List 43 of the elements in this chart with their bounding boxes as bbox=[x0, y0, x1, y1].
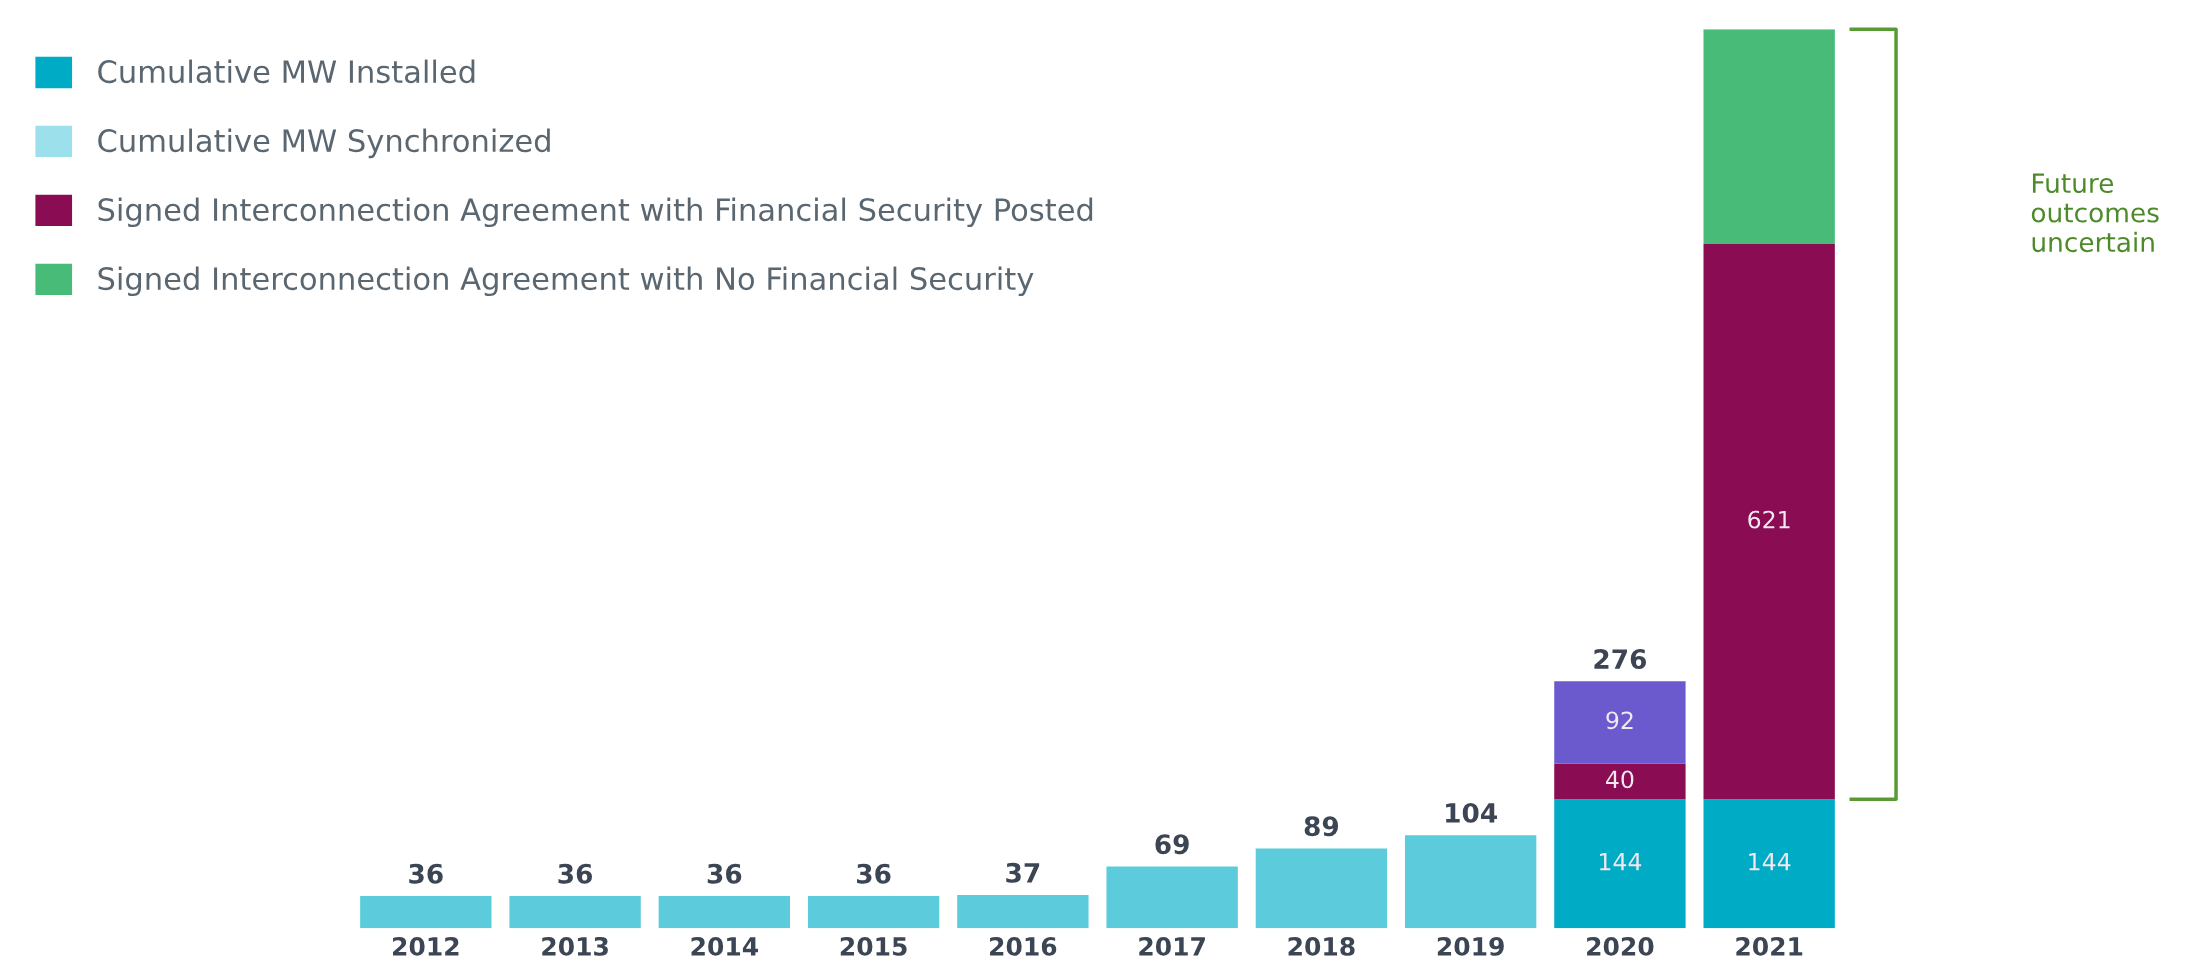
legend-label: Cumulative MW Synchronized bbox=[98, 128, 550, 159]
text: Future outcomes uncertain bbox=[2031, 173, 2159, 253]
total-label: 36 bbox=[558, 863, 593, 884]
total-label: 104 bbox=[1446, 802, 1497, 823]
total-label: 37 bbox=[1006, 862, 1040, 883]
x-tick-label: 2016 bbox=[990, 936, 1057, 956]
data-label: 144 bbox=[1599, 853, 1642, 871]
x-tick-label: 2018 bbox=[1288, 936, 1355, 956]
total-label: 36 bbox=[409, 863, 443, 884]
bar bbox=[1554, 799, 1686, 929]
bar bbox=[658, 895, 791, 929]
bar bbox=[1106, 866, 1238, 929]
bar bbox=[1404, 835, 1537, 929]
total-label: 36 bbox=[857, 863, 891, 884]
bar bbox=[360, 895, 492, 929]
bar bbox=[1255, 848, 1388, 929]
bar bbox=[1554, 681, 1686, 764]
total-label: 69 bbox=[1155, 834, 1189, 855]
bar bbox=[957, 895, 1089, 929]
x-tick-label: 2013 bbox=[542, 936, 608, 956]
x-tick-label: 2014 bbox=[691, 936, 758, 956]
total-label: 276 bbox=[1594, 649, 1647, 670]
legend-label: Signed Interconnection Agreement with No Financial Security bbox=[98, 266, 1034, 297]
total-label: 89 bbox=[1304, 816, 1339, 837]
x-tick-label: 2020 bbox=[1587, 936, 1654, 956]
total-label: 36 bbox=[707, 863, 742, 884]
bar bbox=[1554, 763, 1686, 800]
x-tick-label: 2017 bbox=[1139, 936, 1205, 956]
x-tick-label: 2015 bbox=[840, 936, 907, 956]
data-label: 40 bbox=[1606, 770, 1634, 789]
bar bbox=[1703, 29, 1835, 244]
data-label: 144 bbox=[1749, 853, 1791, 871]
x-tick-label: 2019 bbox=[1437, 936, 1504, 956]
data-label: 92 bbox=[1606, 711, 1633, 730]
legend-label: Cumulative MW Installed bbox=[98, 59, 475, 84]
bar bbox=[509, 895, 641, 929]
bar bbox=[1703, 799, 1835, 929]
x-tick-label: 2012 bbox=[393, 936, 459, 956]
x-tick-label: 2021 bbox=[1736, 936, 1803, 956]
legend-label: Signed Interconnection Agreement with Financial Security Posted bbox=[98, 197, 1093, 228]
bar bbox=[807, 895, 940, 929]
bar bbox=[1703, 243, 1835, 800]
data-label: 621 bbox=[1748, 510, 1790, 529]
